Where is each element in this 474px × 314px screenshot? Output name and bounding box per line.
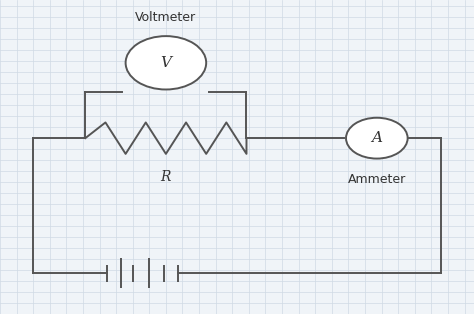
Circle shape xyxy=(126,36,206,89)
Text: Ammeter: Ammeter xyxy=(348,173,406,186)
Text: R: R xyxy=(161,170,171,184)
Circle shape xyxy=(346,118,408,159)
Text: Voltmeter: Voltmeter xyxy=(136,11,196,24)
Text: A: A xyxy=(371,131,383,145)
Text: V: V xyxy=(160,56,172,70)
